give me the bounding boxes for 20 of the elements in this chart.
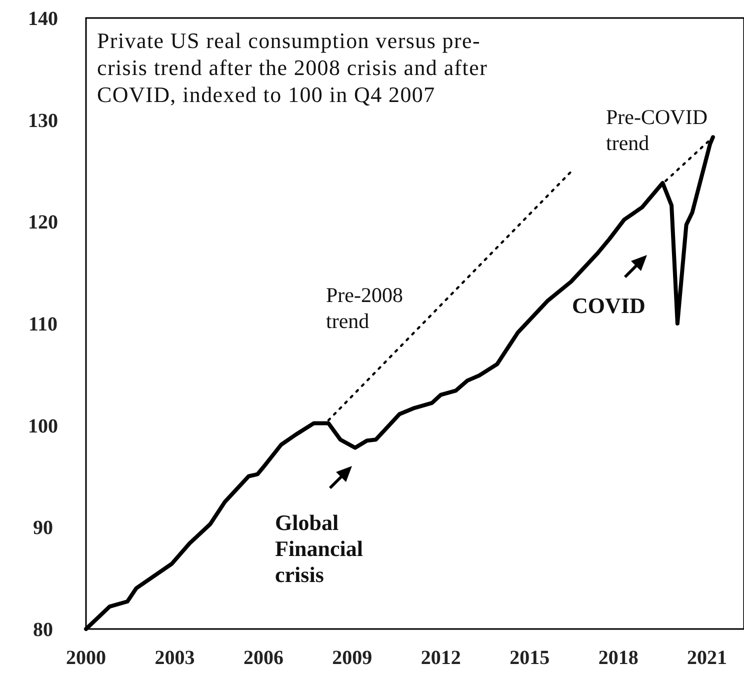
x-tick-label: 2000 [66,647,106,669]
y-tick-label: 80 [33,619,53,641]
x-tick-label: 2015 [510,647,550,669]
annotation: Pre-2008 trend [326,283,403,333]
x-tick-label: 2012 [420,647,461,669]
y-tick-label: 100 [28,415,58,438]
y-tick-label: 110 [28,314,58,336]
x-tick-label: 2018 [598,647,638,669]
y-tick-label: 140 [28,8,58,30]
x-tick-label: 2021 [687,647,728,669]
x-tick-label: 2006 [243,647,284,669]
annotation: COVID [572,293,646,318]
y-tick-label: 120 [28,212,58,234]
y-tick-label: 130 [28,110,58,132]
x-tick-label: 2003 [154,647,195,669]
y-tick-label: 90 [33,517,53,540]
x-tick-label: 2009 [332,647,372,669]
text: Private US real consumption versus pre-crisis trend after the 2008 crisis and after COVID, indexed to 100 in Q4 2007 [97,28,488,107]
annotation: Global Financial crisis [275,510,364,587]
annotation: Pre-COVID trend [606,105,708,155]
